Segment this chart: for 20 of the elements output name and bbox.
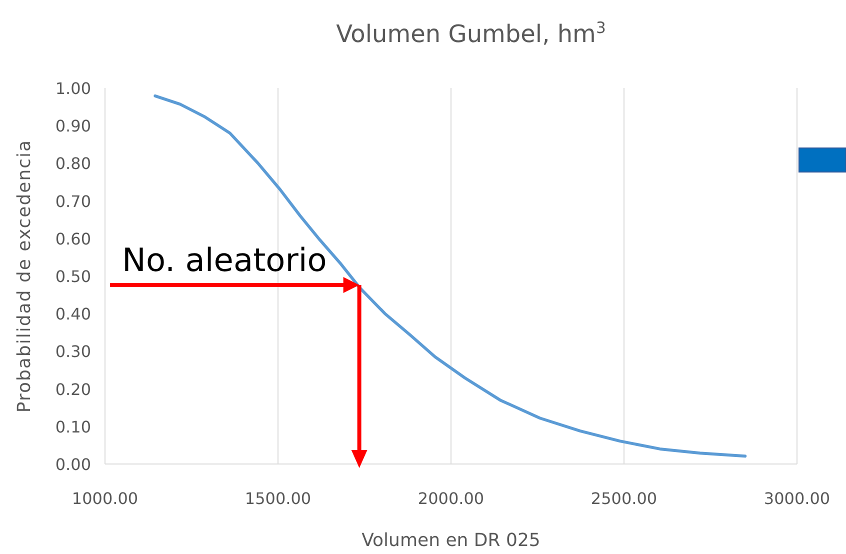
y-tick-label: 0.40 <box>55 304 91 324</box>
y-tick-label: 0.00 <box>55 455 91 474</box>
y-tick-label: 0.20 <box>55 380 91 399</box>
y-tick-label: 0.50 <box>55 267 91 286</box>
y-tick-label: 0.60 <box>55 229 91 248</box>
x-tick-label: 1500.00 <box>244 489 312 508</box>
y-tick-label: 0.30 <box>55 342 91 362</box>
y-axis-title: Probabilidad de excedencia <box>14 139 35 413</box>
y-tick-label: 0.90 <box>55 116 91 136</box>
chart-title: Volumen Gumbel, hm$^{3}$ <box>336 19 606 48</box>
y-tick-label: 1.00 <box>55 79 91 98</box>
x-tick-label: 3000.00 <box>764 489 830 508</box>
y-tick-label: 0.10 <box>55 417 91 436</box>
x-tick-label: 1000.00 <box>72 489 138 508</box>
x-axis-title: Volumen en DR 025 <box>362 530 540 551</box>
annotation: No. aleatorio <box>122 241 327 280</box>
y-tick-label: 0.70 <box>55 192 91 211</box>
y-tick-label: 0.80 <box>55 154 91 174</box>
x-tick-label: 2500.00 <box>590 489 658 508</box>
x-tick-label: 2000.00 <box>418 489 484 508</box>
